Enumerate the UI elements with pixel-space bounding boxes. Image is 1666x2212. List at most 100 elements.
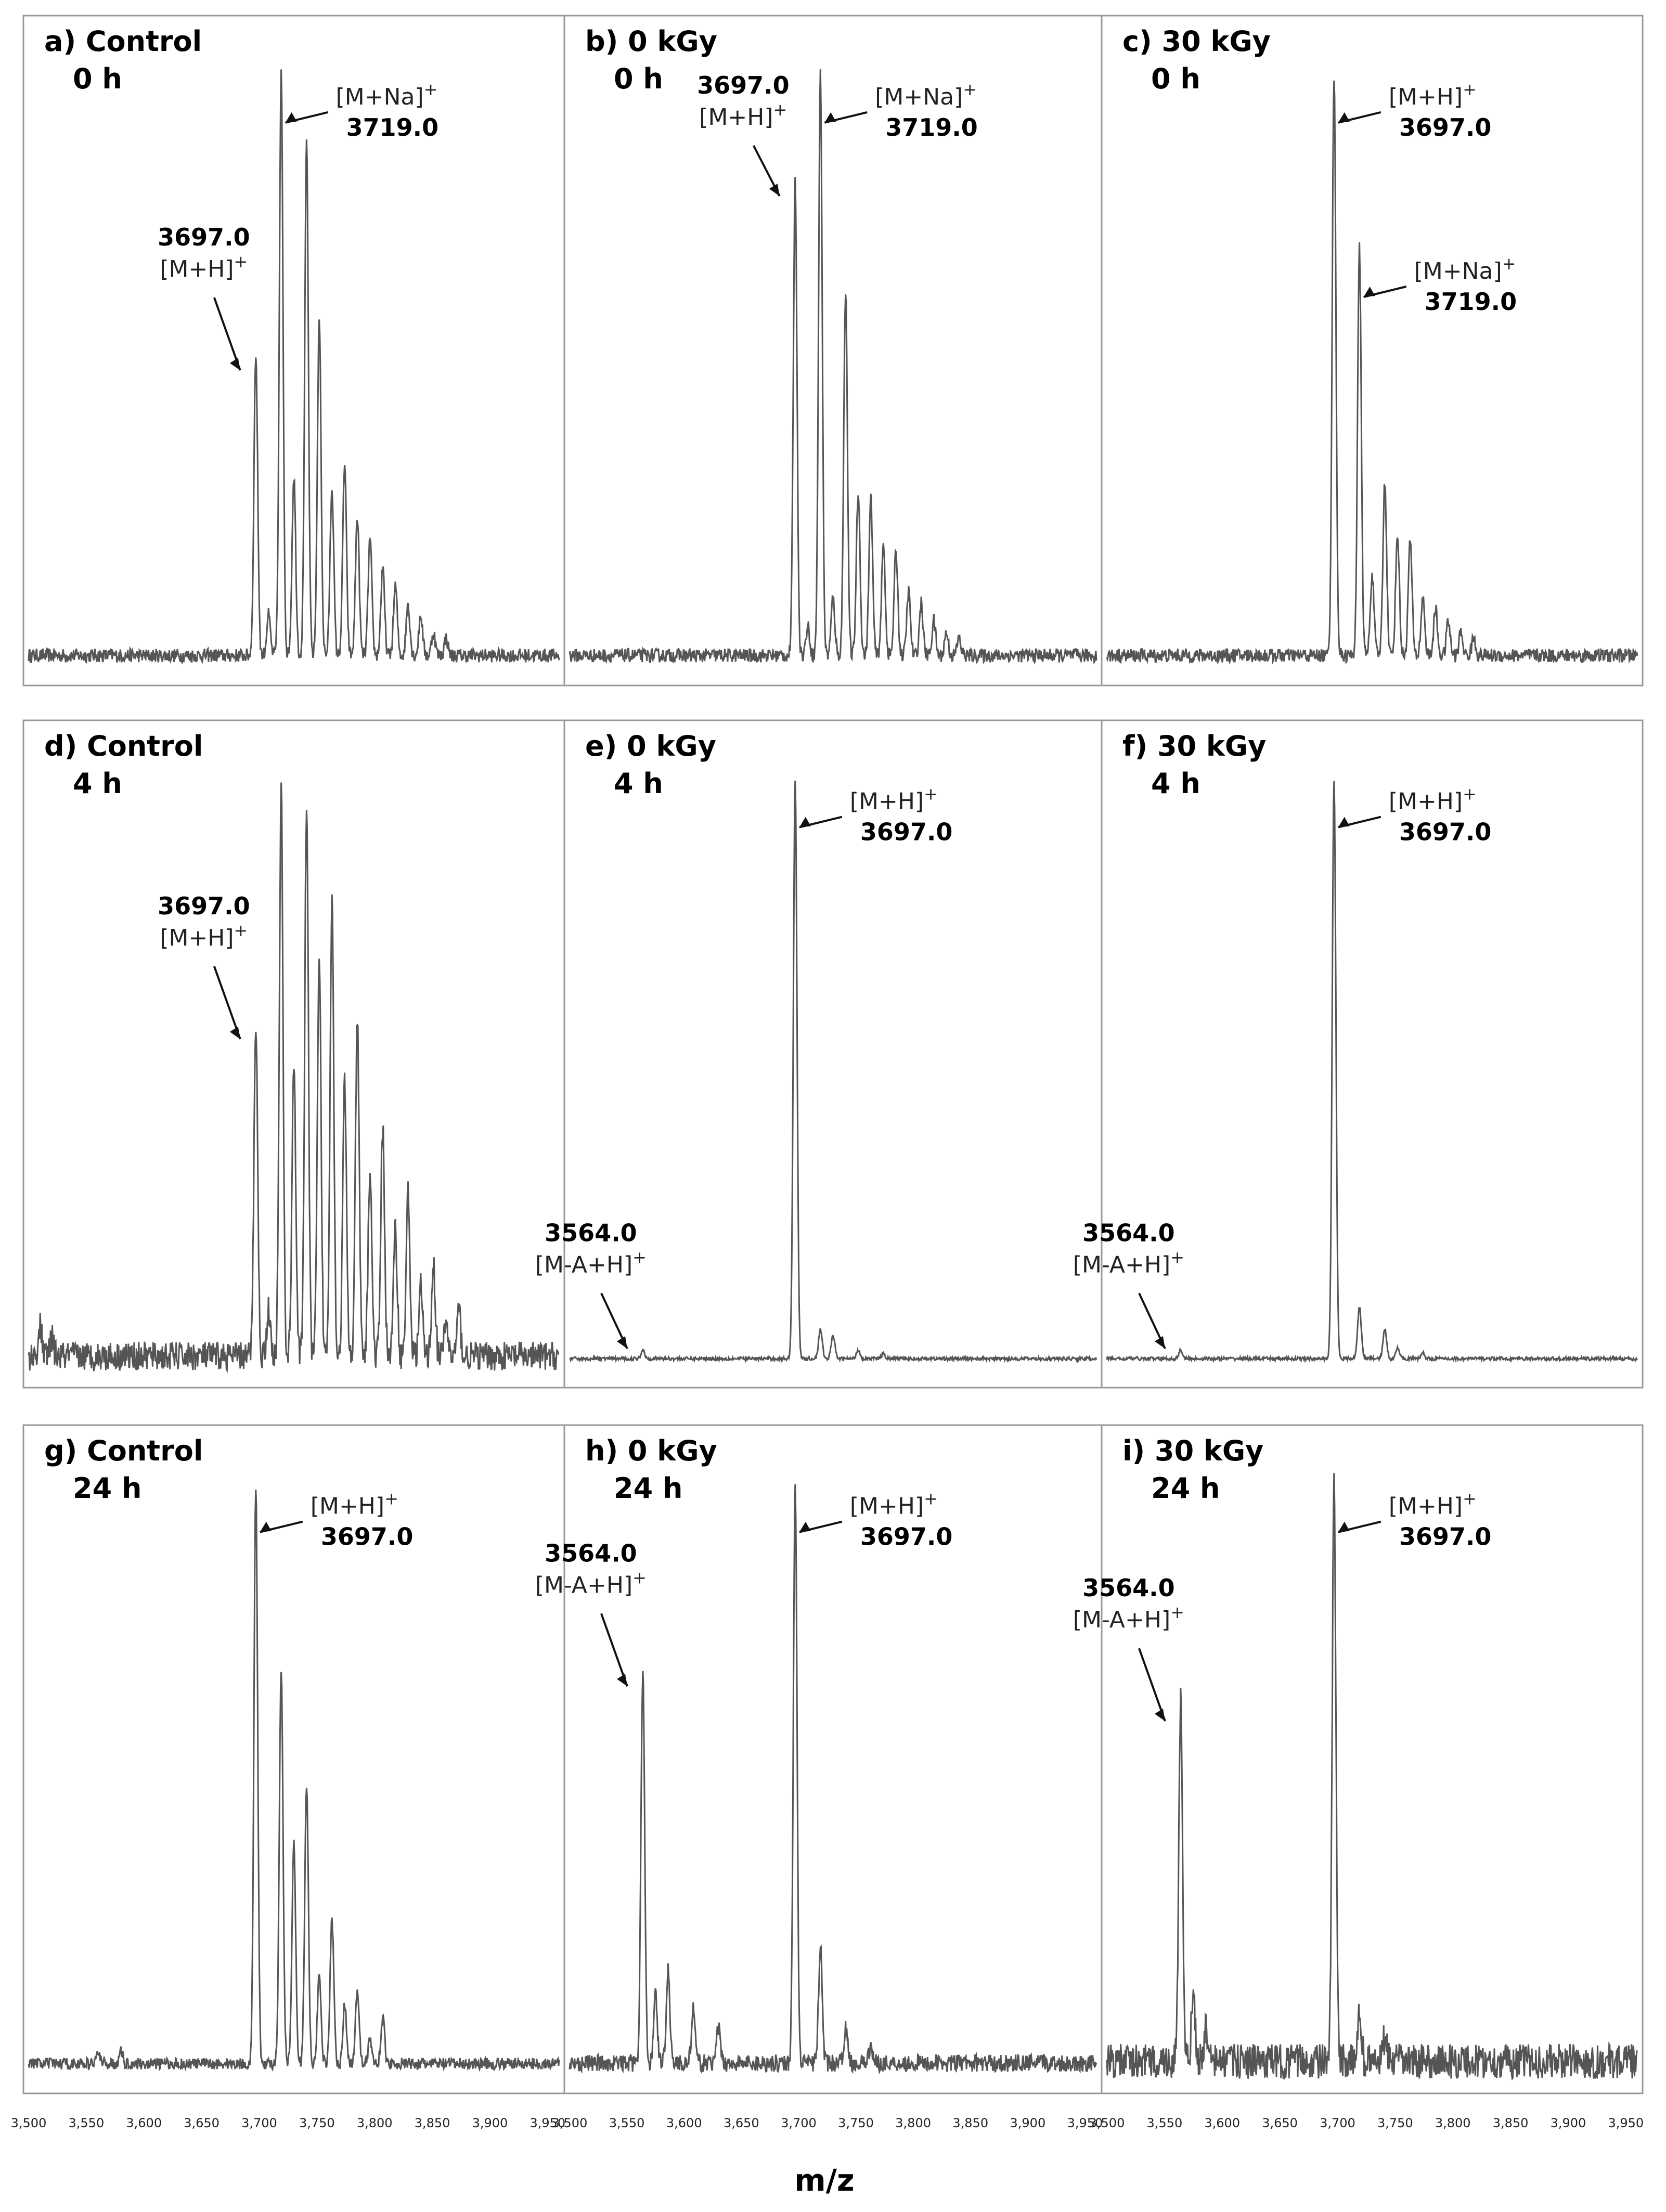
annotation-ion: [M+H]+ (160, 252, 248, 282)
annotation-mz: 3719.0 (1425, 288, 1517, 316)
panel-frame (563, 15, 1103, 687)
annotation-mz: 3719.0 (885, 113, 978, 141)
x-tick-label: 3,750 (299, 2116, 335, 2130)
panel-frame (1101, 15, 1644, 687)
panel-title: c) 30 kGy (1122, 25, 1271, 58)
panel-time: 4 h (73, 767, 122, 800)
peak-annotation: [M+H]+ 3697.0 (260, 1489, 414, 1551)
annotation-mz: 3697.0 (1399, 1523, 1492, 1551)
spectrum-trace (28, 1489, 560, 2072)
peak-annotation: 3697.0[M+H]+ (697, 71, 790, 197)
x-tick-label: 3,950 (529, 2116, 565, 2130)
x-tick-label: 3,800 (895, 2116, 931, 2130)
annotation-mz: 3697.0 (1399, 818, 1492, 846)
arrow-head (229, 1026, 240, 1039)
panel-i: i) 30 kGy 24 h 3564.0[M-A+H]+ [M+H]+ 3697.0 (1073, 1424, 1644, 2094)
annotation-mz: 3697.0 (860, 1523, 953, 1551)
annotation-arrow (213, 966, 241, 1040)
panel-title: f) 30 kGy (1122, 730, 1266, 762)
peak-annotation: 3564.0[M-A+H]+ (535, 1219, 647, 1349)
arrow-head (1338, 817, 1350, 827)
panel-e: e) 0 kGy 4 h 3564.0[M-A+H]+ [M+H]+ 3697.0 (535, 719, 1103, 1389)
x-tick-label: 3,850 (415, 2116, 450, 2130)
arrow-head (229, 358, 240, 371)
panel-title: g) Control (44, 1434, 203, 1467)
panel-title: e) 0 kGy (585, 730, 716, 762)
panel-time: 4 h (1151, 767, 1200, 800)
peak-annotation: [M+H]+ 3697.0 (1338, 1489, 1492, 1551)
panel-title: a) Control (44, 25, 202, 58)
panel-c: c) 30 kGy 0 h [M+H]+ 3697.0 [M+Na]+ 3719.0 (1101, 15, 1644, 687)
arrow-head (1154, 1709, 1165, 1722)
panel-frame (22, 719, 565, 1389)
panel-f: f) 30 kGy 4 h 3564.0[M-A+H]+ [M+H]+ 3697.0 (1073, 719, 1644, 1389)
annotation-mz: 3697.0 (158, 223, 250, 251)
arrow-head (1363, 287, 1375, 297)
spectrum-trace (28, 69, 560, 665)
panel-time: 4 h (614, 767, 663, 800)
x-tick-label: 3,500 (11, 2116, 47, 2130)
arrow-head (260, 1521, 272, 1532)
x-tick-label: 3,800 (357, 2116, 393, 2130)
annotation-ion: [M+H]+ (699, 100, 787, 131)
panel-g: g) Control 24 h [M+H]+ 3697.0 (22, 1424, 565, 2094)
x-tick-label: 3,950 (1067, 2116, 1103, 2130)
annotation-ion: [M-A+H]+ (1073, 1602, 1184, 1633)
panel-h: h) 0 kGy 24 h 3564.0[M-A+H]+ [M+H]+ 3697.0 (535, 1424, 1103, 2094)
annotation-mz: 3697.0 (697, 71, 790, 99)
annotation-mz: 3697.0 (158, 892, 250, 920)
peak-annotation: [M+H]+ 3697.0 (799, 784, 952, 846)
panel-title: b) 0 kGy (585, 25, 717, 58)
panel-frame (22, 1424, 565, 2094)
annotation-mz: 3564.0 (545, 1219, 637, 1247)
x-tick-label: 3,700 (241, 2116, 277, 2130)
x-tick-labels: 3,500 3,550 3,600 3,650 3,700 3,750 3,800 3,850… (11, 2116, 1644, 2130)
spectrum-trace (1106, 80, 1638, 665)
annotation-mz: 3697.0 (321, 1523, 414, 1551)
annotation-ion: [M-A+H]+ (535, 1247, 647, 1278)
annotation-ion: [M+Na]+ (1414, 254, 1516, 284)
x-tick-label: 3,650 (724, 2116, 759, 2130)
annotation-ion: [M+H]+ (1389, 1489, 1477, 1520)
panel-time: 0 h (1151, 62, 1200, 95)
annotation-mz: 3697.0 (1399, 113, 1492, 141)
x-tick-label: 3,600 (666, 2116, 702, 2130)
x-tick-label: 3,750 (1377, 2116, 1413, 2130)
peak-annotation: [M+H]+ 3697.0 (799, 1489, 953, 1551)
arrow-head (1154, 1336, 1165, 1349)
spectrum-trace (569, 69, 1097, 665)
annotation-ion: [M+H]+ (850, 784, 938, 815)
annotation-ion: [M-A+H]+ (535, 1568, 647, 1598)
annotation-mz: 3564.0 (545, 1539, 637, 1567)
arrow-head (799, 1521, 811, 1532)
x-tick-label: 3,550 (1147, 2116, 1183, 2130)
arrow-head (1338, 1521, 1350, 1532)
x-tick-label: 3,600 (126, 2116, 162, 2130)
annotation-mz: 3564.0 (1082, 1574, 1175, 1602)
panel-frame (22, 15, 565, 687)
peak-annotation: [M+Na]+ 3719.0 (824, 80, 978, 141)
x-tick-label: 3,900 (1010, 2116, 1046, 2130)
spectrum-trace (569, 1484, 1097, 2075)
annotation-ion: [M+H]+ (311, 1489, 398, 1520)
arrow-head (1338, 112, 1350, 123)
panel-time: 0 h (614, 62, 663, 95)
peak-annotation: [M+H]+ 3697.0 (1338, 784, 1492, 846)
peak-annotation: 3697.0[M+H]+ (158, 892, 250, 1040)
peak-annotation: [M+H]+ 3697.0 (1338, 80, 1492, 141)
peak-annotation: [M+Na]+ 3719.0 (285, 80, 438, 141)
spectrum-trace (569, 780, 1097, 1364)
peak-annotation: 3564.0[M-A+H]+ (1073, 1219, 1184, 1349)
x-tick-label: 3,500 (1089, 2116, 1125, 2130)
panel-title: h) 0 kGy (585, 1434, 717, 1467)
x-tick-label: 3,650 (1262, 2116, 1298, 2130)
panel-time: 24 h (73, 1472, 141, 1505)
spectrum-trace (28, 782, 560, 1373)
annotation-ion: [M+H]+ (850, 1489, 938, 1520)
annotation-ion: [M+Na]+ (875, 80, 977, 110)
peak-annotation: 3697.0[M+H]+ (158, 223, 250, 371)
x-tick-label: 3,900 (472, 2116, 508, 2130)
peak-annotation: 3564.0[M-A+H]+ (1073, 1574, 1184, 1722)
panel-title: i) 30 kGy (1122, 1434, 1263, 1467)
x-tick-label: 3,950 (1608, 2116, 1644, 2130)
